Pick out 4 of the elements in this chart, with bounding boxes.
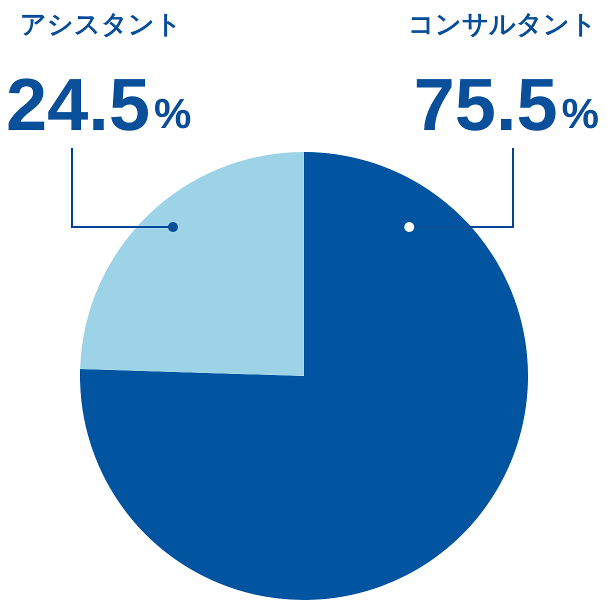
slice-label: コンサルタント <box>408 10 597 40</box>
slice-label: アシスタント <box>20 10 182 40</box>
data-label: 75.5% <box>414 63 600 146</box>
data-label: 24.5% <box>6 63 192 146</box>
